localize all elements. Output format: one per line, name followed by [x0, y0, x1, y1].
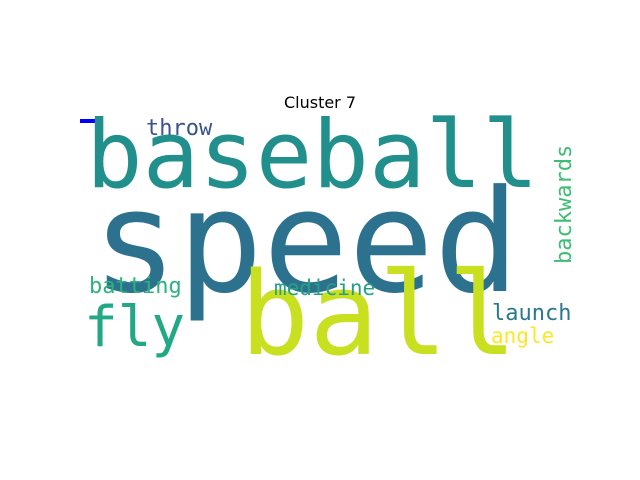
- word-launch: launch: [492, 301, 572, 326]
- word-speed: speed: [92, 160, 520, 325]
- word-batting: batting: [89, 274, 182, 299]
- word-medicine: medicine: [274, 276, 376, 300]
- word-fly: fly: [84, 295, 186, 360]
- word-ball: ball: [240, 248, 517, 382]
- word-cloud-panel: [80, 119, 560, 359]
- word-backwards: backwards: [552, 144, 577, 264]
- word-throw: throw: [146, 116, 213, 141]
- plot-title: Cluster 7: [283, 93, 357, 112]
- word-angle: angle: [491, 324, 555, 348]
- word-baseball: baseball: [86, 101, 539, 210]
- blue-marker: [80, 119, 96, 123]
